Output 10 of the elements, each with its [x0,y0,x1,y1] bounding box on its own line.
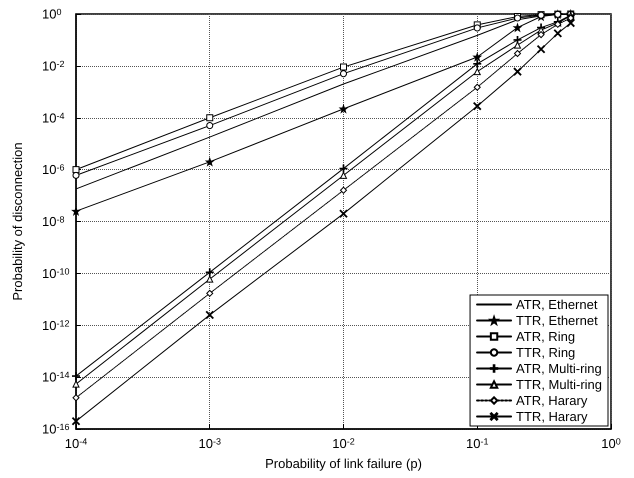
legend-label: ATR, Ring [516,329,576,344]
y-axis-title: Probability of disconnection [10,142,25,301]
legend-label: TTR, Ring [516,345,576,360]
legend-label: TTR, Ethernet [516,313,598,328]
legend-label: ATR, Ethernet [516,297,598,312]
legend-label: ATR, Multi-ring [516,361,602,376]
legend-label: TTR, Harary [516,409,588,424]
legend-label: ATR, Harary [516,393,588,408]
x-axis-title: Probability of link failure (p) [265,456,422,471]
legend-label: TTR, Multi-ring [516,377,602,392]
